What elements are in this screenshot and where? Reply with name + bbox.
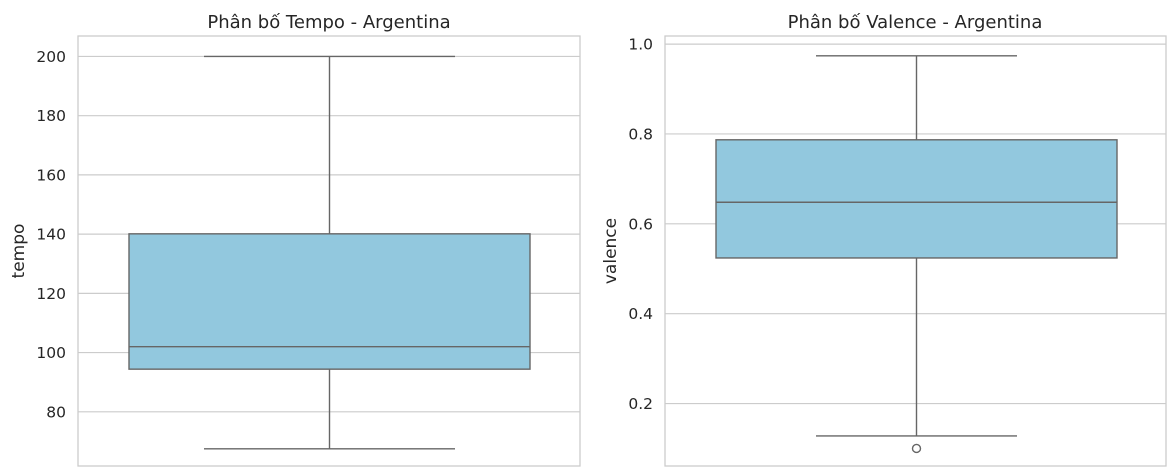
y-tick-labels: 80 100 120 140 160 180 200 [36,48,66,421]
valence-boxplot-panel: 0.2 0.4 0.6 0.8 1.0 Phân bố Valence - Argent… [601,12,1167,467]
chart-title: Phân bố Valence - Argentina [788,12,1043,33]
plot-frame [77,35,581,467]
y-tick-label: 0.2 [628,395,653,413]
y-axis-label: valence [601,218,621,284]
iqr-box [128,233,531,370]
y-tick-label: 180 [36,107,66,125]
y-tick-label: 0.4 [628,305,653,323]
boxplot [715,55,1118,454]
y-axis-label: tempo [9,224,29,279]
y-tick-label: 160 [36,166,66,184]
y-tick-label: 100 [36,344,66,362]
y-tick-label: 140 [36,226,66,244]
plot-frame [664,35,1167,467]
iqr-box [715,139,1118,259]
outlier-point [911,443,922,454]
chart-title: Phân bố Tempo - Argentina [207,12,450,33]
y-tick-label: 80 [46,403,66,421]
y-tick-labels: 0.2 0.4 0.6 0.8 1.0 [628,36,653,413]
tempo-boxplot-panel: 80 100 120 140 160 180 200 Phân bố Tempo - Arg… [9,12,581,467]
y-tick-label: 200 [36,48,66,66]
boxplot [128,55,531,450]
y-tick-label: 0.8 [628,125,653,143]
y-tick-label: 0.6 [628,215,653,233]
y-tick-label: 1.0 [628,36,653,54]
y-tick-label: 120 [36,285,66,303]
